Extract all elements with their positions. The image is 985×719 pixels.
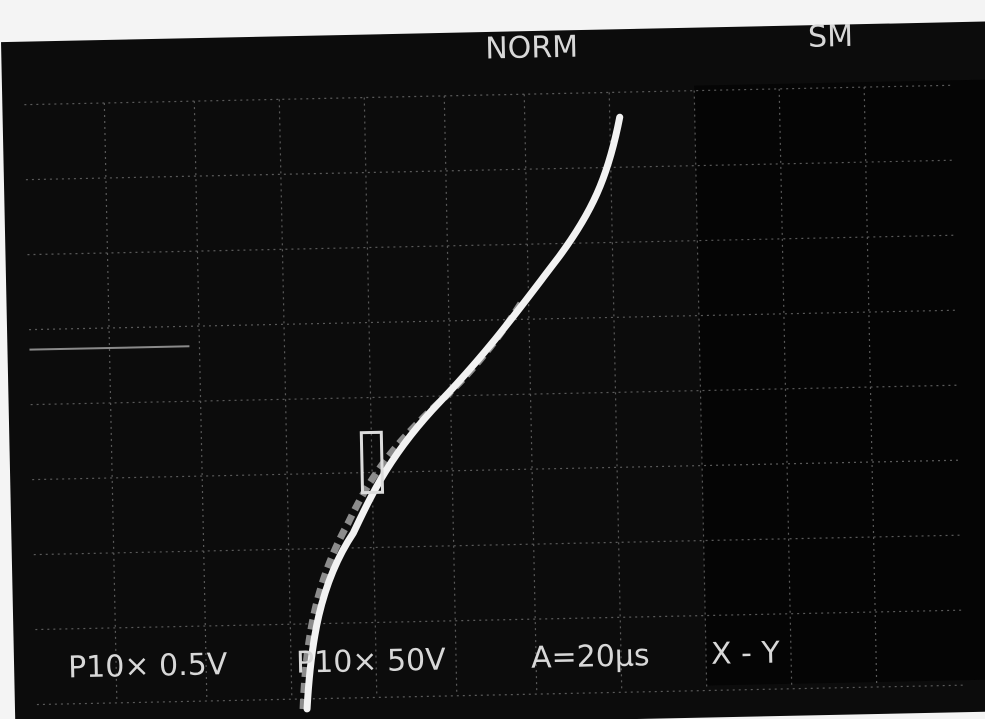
grid-line (863, 87, 878, 687)
grid-line (25, 159, 956, 181)
grid-line (193, 101, 208, 702)
grid-line (693, 90, 708, 691)
grid-line (27, 234, 958, 256)
display-mode: X - Y (711, 635, 781, 671)
grid-line (36, 684, 967, 706)
marker-line (29, 345, 190, 351)
grid-line (103, 103, 118, 703)
screen-group: NORM SM P10× 0.5V P10× 50V A=20μs X - Y (1, 19, 985, 719)
trace-step (359, 430, 385, 495)
grid-line (33, 534, 964, 556)
timebase: A=20μs (531, 638, 650, 675)
ch2-scale: P10× 50V (296, 642, 447, 680)
mode-label: NORM (485, 30, 579, 67)
grid-line (24, 84, 955, 106)
indicator-label: SM (808, 19, 854, 55)
trace-secondary (299, 297, 527, 710)
screen-shade (694, 79, 985, 686)
grid-line (30, 384, 961, 406)
grid-line (32, 459, 963, 481)
grid-line (608, 92, 623, 693)
grid-line (523, 94, 538, 695)
grid-line (29, 309, 959, 331)
ch1-scale: P10× 0.5V (68, 647, 228, 685)
grid-line (778, 88, 793, 689)
grid-line (363, 97, 378, 698)
grid-line (35, 609, 966, 631)
graticule (24, 84, 967, 706)
grid-line (278, 99, 293, 700)
trace-primary (303, 113, 624, 713)
